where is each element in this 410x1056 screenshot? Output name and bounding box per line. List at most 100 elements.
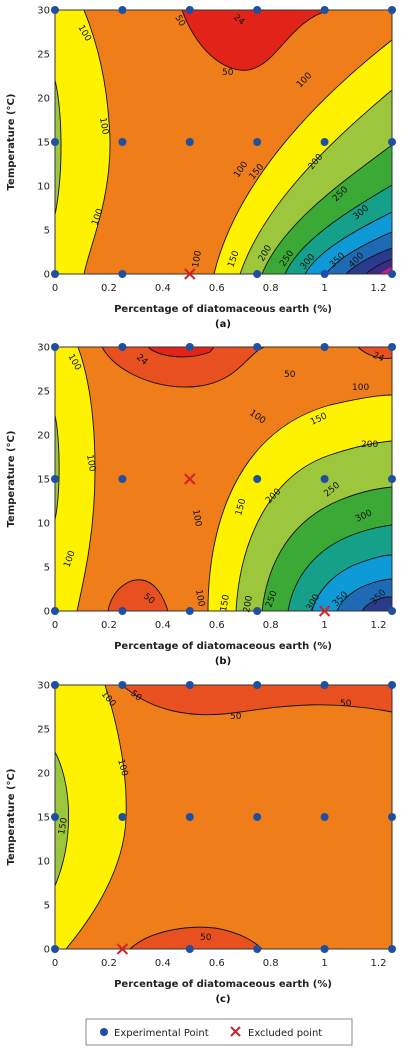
experimental-point: [118, 681, 127, 689]
panel-b-region-red-top: [148, 347, 214, 357]
legend-excluded-marker: [230, 1026, 241, 1037]
panel-b-label-100-l: 100: [84, 454, 97, 473]
panel-a-ytick: 0: [44, 270, 50, 281]
experimental-point: [388, 681, 396, 689]
experimental-point: [253, 138, 262, 146]
panel-b-y-ticks: 0 5 10 15 20 25 30: [37, 343, 50, 618]
panel-b-region-yellow-left: [55, 347, 95, 611]
legend-box: [85, 1018, 353, 1046]
panel-b-ylabel: Temperature (°C): [6, 431, 17, 528]
panel-a-xtick: 1: [321, 283, 327, 294]
panel-b-label-150-c: 150: [219, 594, 232, 613]
panel-a-label-100-l: 100: [97, 117, 110, 136]
experimental-point: [51, 343, 59, 351]
panel-c-label-50-top-b: 50: [230, 712, 242, 722]
panel-a-xlabel: Percentage of diatomaceous earth (%): [114, 304, 332, 315]
panel-b-xtick: 0.2: [101, 620, 117, 631]
panel-a-label-50-mid: 50: [222, 68, 234, 78]
panel-b-ytick: 30: [37, 343, 50, 354]
panel-c-label-100-mid: 100: [115, 758, 129, 777]
experimental-point: [185, 813, 194, 821]
panel-b-label-50-top: 50: [284, 370, 296, 380]
panel-c-label-150: 150: [57, 817, 70, 836]
panel-b-label-200-a: 200: [361, 440, 378, 450]
experimental-point: [320, 681, 329, 689]
panel-c-points: [51, 681, 396, 955]
panel-c-region-yellow-left: [55, 685, 127, 949]
experimental-point: [118, 343, 127, 351]
experimental-point: [118, 475, 127, 483]
experimental-point: [320, 945, 329, 953]
panel-b-ytick: 10: [37, 519, 50, 530]
panel-b-ytick: 20: [37, 431, 50, 442]
panel-b-region-redorange-top: [102, 347, 265, 388]
panel-b-region-redorange-topright: [358, 347, 392, 359]
panel-a-ytick: 30: [37, 6, 50, 17]
panel-a-contours: [55, 10, 392, 274]
excluded-point: [116, 943, 129, 955]
panel-a-ytick: 20: [37, 94, 50, 105]
panel-b-ytick: 25: [37, 387, 50, 398]
panel-c-ytick: 30: [37, 681, 50, 692]
excluded-point: [318, 605, 331, 617]
panel-c-xtick: 0.8: [263, 958, 279, 969]
excluded-point: [184, 473, 196, 485]
experimental-point: [388, 6, 396, 14]
experimental-point: [388, 945, 396, 953]
panel-c-x-ticks: 0 0.2 0.4 0.6 0.8 1 1.2: [52, 958, 387, 969]
panel-a-xtick: 0: [52, 283, 58, 294]
panel-b-xtick: 1.2: [371, 620, 387, 631]
experimental-point: [51, 270, 59, 278]
panel-c: 50 50 50 50 100 100 150 0 0.2 0.4 0.6 0.…: [6, 681, 396, 1005]
experimental-point: [118, 607, 127, 615]
experimental-point: [51, 138, 59, 146]
experimental-point: [320, 6, 329, 14]
panel-b-xtick: 0.8: [263, 620, 279, 631]
experimental-point: [253, 945, 262, 953]
legend-experimental-marker: [100, 1028, 108, 1036]
experimental-point: [185, 681, 194, 689]
panel-c-ytick: 0: [44, 945, 50, 956]
panel-c-region-green-left: [55, 752, 69, 886]
panel-b-label-150-b: 150: [234, 497, 248, 516]
experimental-point: [185, 138, 194, 146]
panel-a: 24 50 50 100 100 100 100 100 100 150 150…: [6, 6, 396, 330]
experimental-point: [185, 607, 194, 615]
panel-c-region-redorange-bottom: [130, 927, 262, 949]
panel-c-xtick: 0: [52, 958, 58, 969]
panel-c-xtick: 0.6: [209, 958, 225, 969]
panel-b-region-redorange-bottom: [108, 579, 168, 611]
experimental-point: [388, 607, 396, 615]
panel-b-label-100-right: 100: [352, 383, 369, 393]
panel-a-x-ticks: 0 0.2 0.4 0.6 0.8 1 1.2: [52, 283, 387, 294]
experimental-point: [320, 138, 329, 146]
panel-b-xtick: 0.6: [209, 620, 225, 631]
panel-a-ytick: 5: [44, 226, 50, 237]
panel-c-xtick: 0.2: [101, 958, 117, 969]
panel-b-label-100-c: 100: [190, 509, 203, 528]
panel-b-label-200-c: 200: [242, 595, 255, 614]
panel-c-ytick: 20: [37, 769, 50, 780]
experimental-point: [51, 607, 59, 615]
experimental-point: [253, 607, 262, 615]
panel-b-ytick: 5: [44, 563, 50, 574]
experimental-point: [118, 138, 127, 146]
panel-b-contours: [55, 347, 392, 611]
experimental-point: [118, 270, 127, 278]
panel-a-ytick: 15: [37, 138, 50, 149]
panel-c-label-50-top-c: 50: [340, 699, 352, 709]
panel-c-contours: [55, 685, 392, 949]
panel-b-xtick: 0: [52, 620, 58, 631]
panel-b-x-ticks: 0 0.2 0.4 0.6 0.8 1 1.2: [52, 620, 387, 631]
experimental-point: [253, 6, 262, 14]
panel-a-ytick: 10: [37, 182, 50, 193]
panel-c-y-ticks: 0 5 10 15 20 25 30: [37, 681, 50, 956]
experimental-point: [320, 813, 329, 821]
panel-c-caption: (c): [215, 994, 230, 1005]
experimental-point: [185, 6, 194, 14]
panel-a-contour-lines: [55, 10, 392, 274]
panel-b-xtick: 0.4: [155, 620, 171, 631]
experimental-point: [253, 681, 262, 689]
experimental-point: [388, 813, 396, 821]
